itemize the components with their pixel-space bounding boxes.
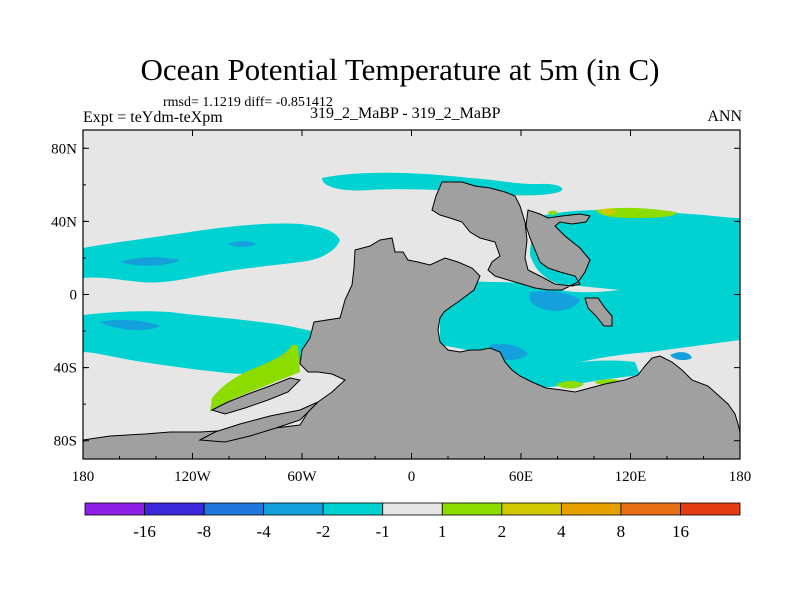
cyan-region-north-pacific	[83, 223, 340, 283]
blue-patch-3	[228, 241, 256, 247]
y-tick-label: 0	[70, 288, 78, 304]
y-tick-label: 40S	[54, 361, 77, 377]
y-tick-label: 80S	[54, 434, 77, 450]
x-tick-label: 120E	[615, 469, 647, 485]
x-tick-label: 180	[72, 469, 95, 485]
colorbar-swatch	[203, 502, 265, 516]
land-upper-continent	[431, 181, 591, 291]
colorbar-label: 4	[557, 522, 566, 541]
y-tick-label: 80N	[51, 141, 77, 157]
axis-tick-labels: 180 120W 60W 0 60E 120E 180 80N 40N 0 40S 80S	[51, 141, 751, 485]
colorbar-label: 8	[617, 522, 626, 541]
x-tick-label: 180	[729, 469, 752, 485]
y-tick-label: 40N	[51, 214, 77, 230]
colorbar-label: -4	[257, 522, 272, 541]
colorbar-swatch	[560, 502, 622, 516]
colorbar-swatch	[501, 502, 562, 516]
colorbar: -16 -8 -4 -2 -1 1 2 4 8 16	[84, 502, 741, 541]
land-south-island-1	[198, 401, 319, 443]
green-patch-south-pacific	[210, 345, 300, 412]
case-label: 319_2_MaBP - 319_2_MaBP	[310, 105, 501, 122]
stats-label: rmsd= 1.1219 diff= -0.851412	[163, 95, 333, 110]
green-patch-north-east	[596, 207, 677, 218]
colorbar-swatch	[263, 502, 324, 516]
blue-patch-2	[100, 319, 160, 331]
colorbar-label: 16	[672, 522, 689, 541]
colorbar-label: -8	[197, 522, 211, 541]
season-label: ANN	[707, 108, 742, 125]
axis-ticks	[82, 130, 741, 459]
blue-patch-1	[120, 257, 180, 266]
colorbar-swatch	[144, 502, 205, 516]
x-tick-label: 0	[408, 469, 416, 485]
green-patch-north	[548, 210, 558, 216]
cyan-region-southern-ocean	[520, 360, 640, 388]
x-tick-label: 120W	[174, 469, 212, 485]
yellow-patch-north	[600, 208, 616, 215]
colorbar-swatch	[441, 502, 503, 516]
blue-patch-4	[529, 291, 580, 311]
colorbar-label: -16	[133, 522, 156, 541]
experiment-label: Expt = teYdm-teXpm	[83, 109, 223, 126]
colorbar-swatch	[680, 502, 741, 516]
colorbar-swatch	[620, 502, 681, 516]
x-tick-label: 60E	[509, 469, 533, 485]
land-east-island	[584, 297, 613, 327]
green-patch-south-indian	[556, 381, 584, 389]
land-south-island-2	[210, 377, 302, 415]
chart-title: Ocean Potential Temperature at 5m (in C)	[140, 52, 660, 87]
colorbar-label: 2	[498, 522, 507, 541]
x-tick-label: 60W	[287, 469, 317, 485]
land-main-continent	[83, 237, 740, 459]
blue-patch-6	[670, 352, 692, 361]
colorbar-swatch	[84, 502, 145, 516]
colorbar-label: -2	[316, 522, 330, 541]
colorbar-label: -1	[376, 522, 390, 541]
colorbar-swatch	[322, 502, 384, 516]
colorbar-swatch	[382, 502, 443, 516]
colorbar-label: 1	[438, 522, 447, 541]
